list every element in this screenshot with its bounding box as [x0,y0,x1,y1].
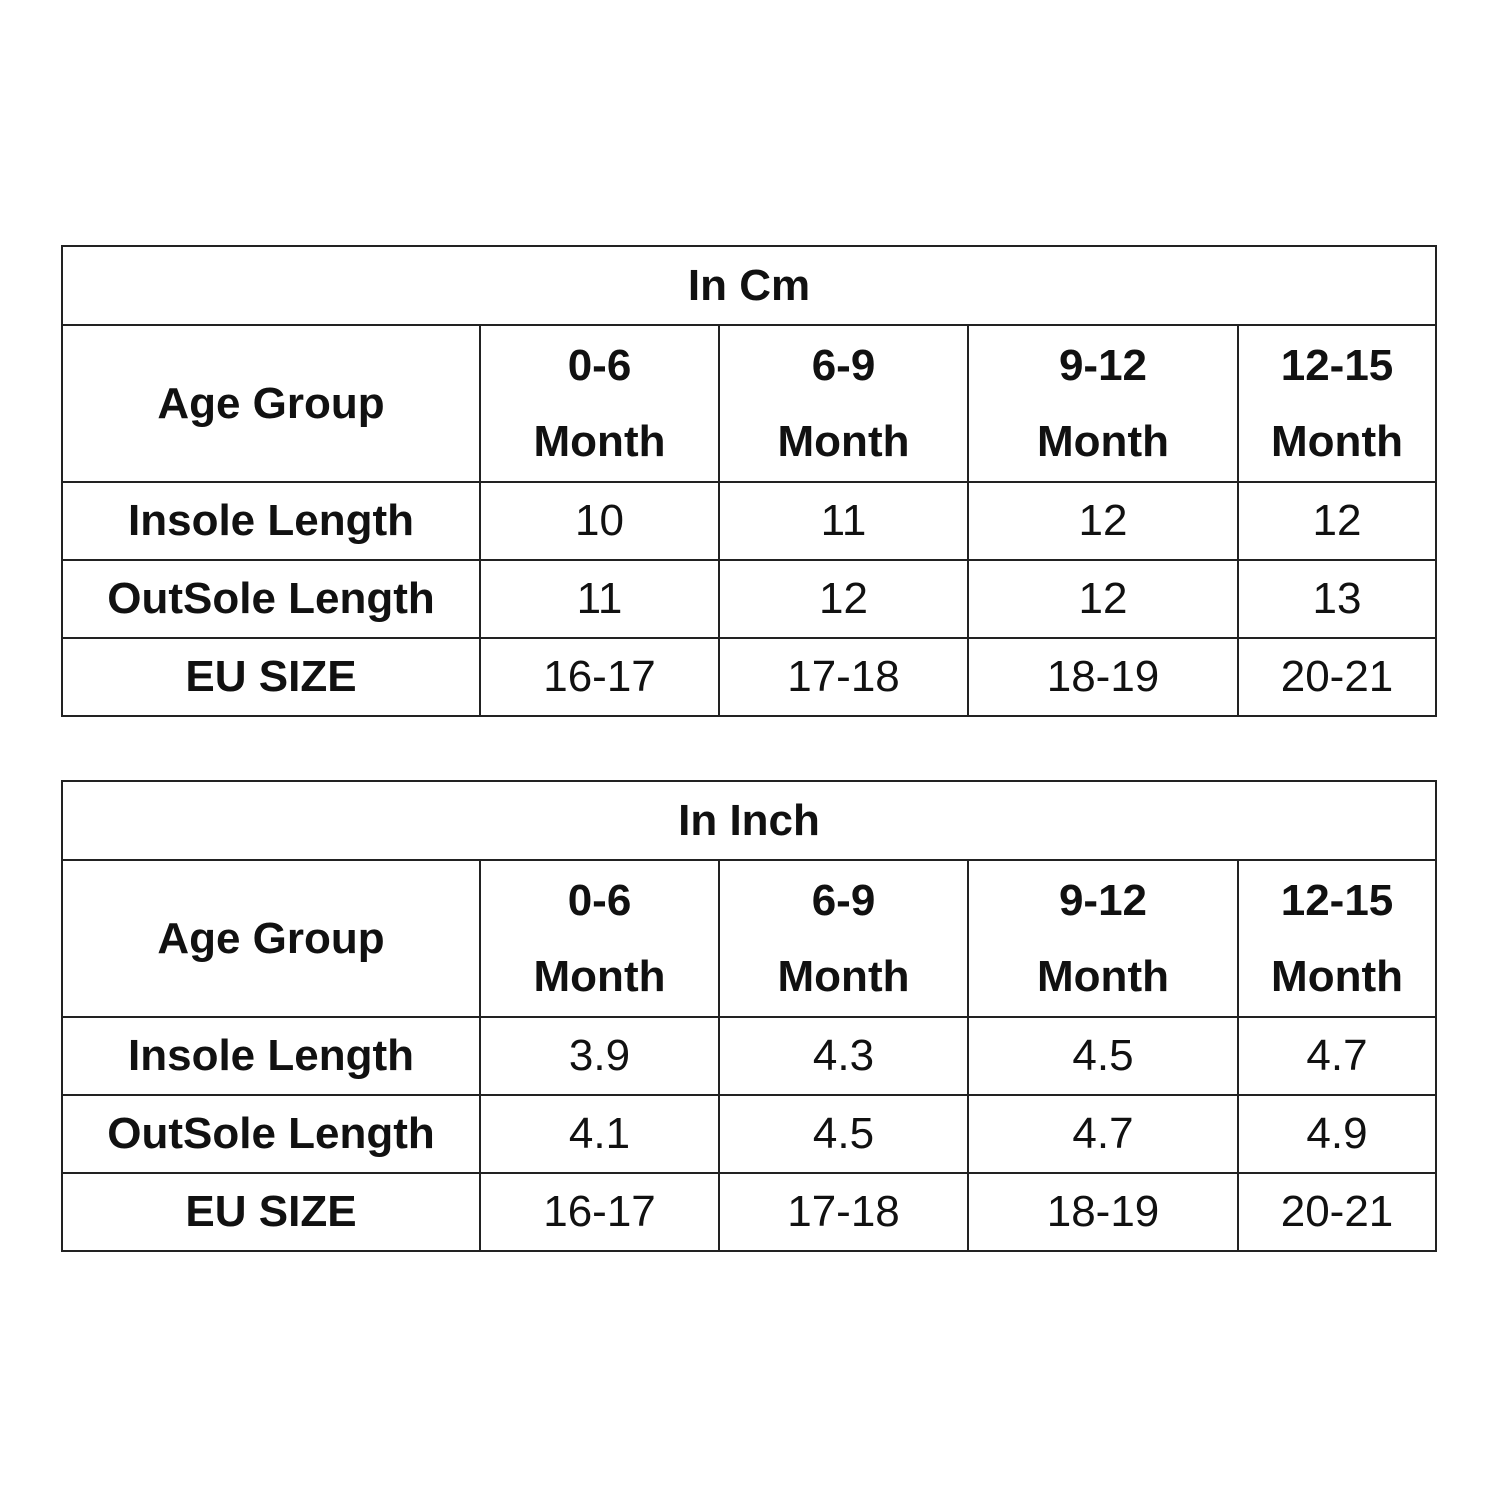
cell: 17-18 [718,1172,969,1252]
data-row: Insole Length 10 11 12 12 [61,481,1438,561]
column-header: 0-6 Month [479,859,720,1018]
column-header: 6-9 Month [718,324,969,483]
row-label: Insole Length [61,481,481,561]
cell: 11 [479,559,720,639]
cell: 4.5 [718,1094,969,1174]
cell: 4.3 [718,1016,969,1096]
row-header: Age Group [61,324,481,483]
column-header: 6-9 Month [718,859,969,1018]
header-line: Month [1271,951,1403,1001]
cell: 3.9 [479,1016,720,1096]
header-line: 12-15 [1280,875,1394,925]
cell: 12 [1236,481,1438,561]
cell: 20-21 [1236,637,1438,717]
column-header: 12-15 Month [1236,324,1438,483]
header-line: Month [777,951,910,1001]
cell: 16-17 [479,1172,720,1252]
data-row: EU SIZE 16-17 17-18 18-19 20-21 [61,637,1438,717]
cell: 20-21 [1236,1172,1438,1252]
cell: 13 [1236,559,1438,639]
row-label: EU SIZE [61,1172,481,1252]
header-line: Month [533,416,666,466]
header-line: 12-15 [1280,340,1394,390]
size-table: In Inch Age Group 0-6 Month 6-9 Month 9-12 Mont… [60,780,1438,1252]
cell: 4.1 [479,1094,720,1174]
header-line: 9-12 [1058,875,1148,925]
cell: 12 [718,559,969,639]
header-line: 6-9 [811,875,876,925]
header-row: Age Group 0-6 Month 6-9 Month 9-12 Month 12-15 M… [61,324,1438,483]
data-row: OutSole Length 11 12 12 13 [61,559,1438,639]
title-row: In Cm [60,245,1438,326]
cell: 17-18 [718,637,969,717]
column-header: 0-6 Month [479,324,720,483]
cell: 4.7 [1236,1016,1438,1096]
header-line: 0-6 [567,340,632,390]
header-line: Month [533,951,666,1001]
cell: 16-17 [479,637,720,717]
header-line: Month [777,416,910,466]
row-label: Insole Length [61,1016,481,1096]
row-label: OutSole Length [61,1094,481,1174]
cell: 4.5 [967,1016,1239,1096]
header-line: 9-12 [1058,340,1148,390]
title-row: In Inch [60,780,1438,861]
column-header: 9-12 Month [967,859,1239,1018]
header-row: Age Group 0-6 Month 6-9 Month 9-12 Month 12-15 M… [61,859,1438,1018]
column-header: 12-15 Month [1236,859,1438,1018]
data-row: OutSole Length 4.1 4.5 4.7 4.9 [61,1094,1438,1174]
header-line: Month [1037,951,1169,1001]
header-line: 6-9 [811,340,876,390]
data-row: Insole Length 3.9 4.3 4.5 4.7 [61,1016,1438,1096]
cell: 11 [718,481,969,561]
header-line: Month [1037,416,1169,466]
row-label: OutSole Length [61,559,481,639]
cell: 12 [967,481,1239,561]
data-row: EU SIZE 16-17 17-18 18-19 20-21 [61,1172,1438,1252]
table-title: In Inch [60,780,1438,861]
row-header: Age Group [61,859,481,1018]
column-header: 9-12 Month [967,324,1239,483]
cell: 18-19 [967,637,1239,717]
header-line: Month [1271,416,1403,466]
cell: 10 [479,481,720,561]
cell: 12 [967,559,1239,639]
cell: 18-19 [967,1172,1239,1252]
cell: 4.7 [967,1094,1239,1174]
header-line: 0-6 [567,875,632,925]
cell: 4.9 [1236,1094,1438,1174]
size-table: In Cm Age Group 0-6 Month 6-9 Month 9-12 Month 1… [60,245,1438,717]
table-title: In Cm [60,245,1438,326]
row-label: EU SIZE [61,637,481,717]
